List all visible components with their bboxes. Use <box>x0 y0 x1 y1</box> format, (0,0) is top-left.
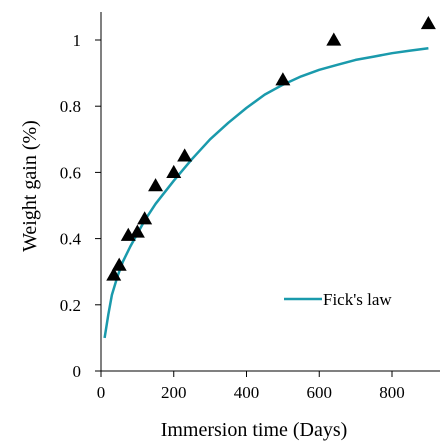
x-axis-title: Immersion time (Days) <box>161 419 348 441</box>
data-point-triangle <box>129 224 145 238</box>
x-tick-label: 800 <box>379 383 405 402</box>
legend-label-fick: Fick's law <box>323 290 392 309</box>
axes: 0 0.2 0.4 0.6 0.8 1 0 200 400 600 800 <box>60 12 440 402</box>
y-axis-title: Weight gain (%) <box>19 120 41 252</box>
x-tick-label: 200 <box>161 383 187 402</box>
x-tick-label: 0 <box>97 383 106 402</box>
x-tick-label: 600 <box>307 383 333 402</box>
data-point-triangle <box>137 211 153 225</box>
data-point-triangle <box>111 257 127 271</box>
data-point-triangle <box>166 164 182 179</box>
y-tick-label: 1 <box>73 31 82 50</box>
y-tick-label: 0 <box>73 362 82 381</box>
y-tick-label: 0.2 <box>60 296 81 315</box>
legend: Fick's law <box>284 290 392 309</box>
data-point-triangle <box>120 227 136 241</box>
data-point-triangle <box>326 32 342 46</box>
data-point-triangle <box>106 267 122 281</box>
data-point-triangle <box>275 72 291 86</box>
data-point-triangle <box>420 15 436 30</box>
y-tick-label: 0.4 <box>60 230 82 249</box>
y-tick-label: 0.6 <box>60 163 81 182</box>
data-point-triangle <box>177 148 193 162</box>
x-tick-label: 400 <box>234 383 260 402</box>
y-tick-label: 0.8 <box>60 97 81 116</box>
plot-area <box>103 15 436 339</box>
data-point-triangle <box>148 178 164 192</box>
